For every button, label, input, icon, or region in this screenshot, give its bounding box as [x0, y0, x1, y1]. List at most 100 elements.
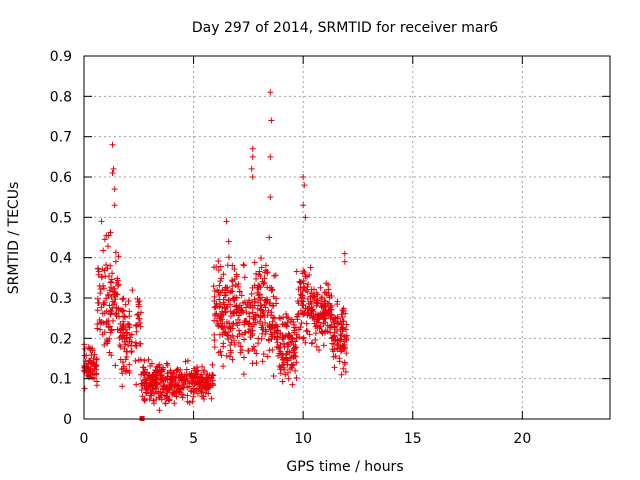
data-point — [109, 298, 116, 305]
data-point — [260, 280, 267, 287]
data-point — [240, 261, 247, 268]
data-point — [256, 291, 263, 298]
data-point — [250, 343, 257, 350]
data-point — [167, 381, 174, 388]
data-point — [116, 342, 123, 349]
data-point — [249, 309, 256, 316]
data-point — [135, 298, 142, 305]
data-point — [253, 270, 260, 277]
data-point — [341, 258, 348, 265]
data-point — [114, 291, 121, 298]
data-point — [101, 342, 108, 349]
y-tick-label: 0.8 — [50, 89, 72, 105]
data-point — [223, 352, 230, 359]
data-point — [146, 383, 153, 390]
data-point — [104, 265, 111, 272]
data-point — [300, 202, 307, 209]
data-point — [247, 333, 254, 340]
data-point — [225, 336, 232, 343]
data-point — [91, 371, 98, 378]
data-point — [328, 311, 335, 318]
data-point — [302, 305, 309, 312]
data-point — [257, 313, 264, 320]
data-point — [186, 383, 193, 390]
data-point — [297, 284, 304, 291]
data-point — [236, 327, 243, 334]
data-point — [293, 374, 300, 381]
data-point — [156, 394, 163, 401]
y-tick-label: 0.2 — [50, 331, 72, 347]
data-point — [111, 186, 118, 193]
data-point — [227, 325, 234, 332]
data-point — [93, 355, 100, 362]
data-point — [157, 389, 164, 396]
data-point — [109, 270, 116, 277]
data-point — [243, 317, 250, 324]
data-point — [103, 295, 110, 302]
data-point — [211, 297, 218, 304]
x-axis-title: GPS time / hours — [286, 459, 403, 475]
data-point — [120, 326, 127, 333]
data-point — [103, 308, 110, 315]
data-point — [107, 262, 114, 269]
data-point — [110, 285, 117, 292]
data-point — [218, 275, 225, 282]
data-point — [214, 287, 221, 294]
data-point — [141, 357, 148, 364]
data-point — [269, 331, 276, 338]
data-point — [307, 264, 314, 271]
data-point — [109, 141, 116, 148]
data-point — [201, 367, 208, 374]
data-point — [135, 357, 142, 364]
data-point — [236, 331, 243, 338]
data-point — [230, 295, 237, 302]
data-point — [112, 258, 119, 265]
y-tick-label: 0.9 — [50, 49, 72, 65]
data-point — [156, 363, 163, 370]
data-point — [331, 326, 338, 333]
data-point — [249, 174, 256, 180]
data-point — [206, 372, 213, 379]
data-point — [220, 311, 227, 318]
data-point — [215, 258, 222, 265]
data-point — [107, 311, 114, 318]
data-point — [226, 323, 233, 330]
data-point — [262, 304, 269, 311]
data-point — [293, 344, 300, 351]
data-point — [328, 334, 335, 341]
chart-title: Day 297 of 2014, SRMTID for receiver mar… — [192, 20, 498, 36]
data-point — [264, 284, 271, 291]
data-point — [154, 380, 161, 387]
data-point — [246, 310, 253, 317]
data-point — [318, 294, 325, 301]
data-point — [252, 319, 259, 326]
data-point — [287, 366, 294, 373]
data-point — [228, 287, 235, 294]
data-point — [112, 362, 119, 369]
data-point — [183, 366, 190, 373]
data-point — [104, 338, 111, 345]
y-tick-label: 0.6 — [50, 170, 72, 186]
data-point — [194, 390, 201, 397]
data-point — [290, 354, 297, 361]
data-point — [162, 400, 169, 407]
y-tick-label: 0.4 — [50, 251, 72, 267]
data-point — [240, 354, 247, 361]
data-point — [256, 318, 263, 325]
data-point — [268, 323, 275, 330]
data-point — [260, 308, 267, 315]
data-point — [119, 370, 126, 377]
data-point — [270, 293, 277, 300]
data-point — [179, 382, 186, 389]
data-point — [160, 386, 167, 393]
data-point — [257, 272, 264, 279]
data-point — [340, 325, 347, 332]
data-point — [223, 303, 230, 310]
data-point — [132, 357, 139, 364]
data-point — [106, 287, 113, 294]
data-point — [279, 378, 286, 385]
data-point — [180, 377, 187, 384]
data-point — [265, 307, 272, 314]
data-point — [205, 375, 212, 382]
data-point — [292, 338, 299, 345]
